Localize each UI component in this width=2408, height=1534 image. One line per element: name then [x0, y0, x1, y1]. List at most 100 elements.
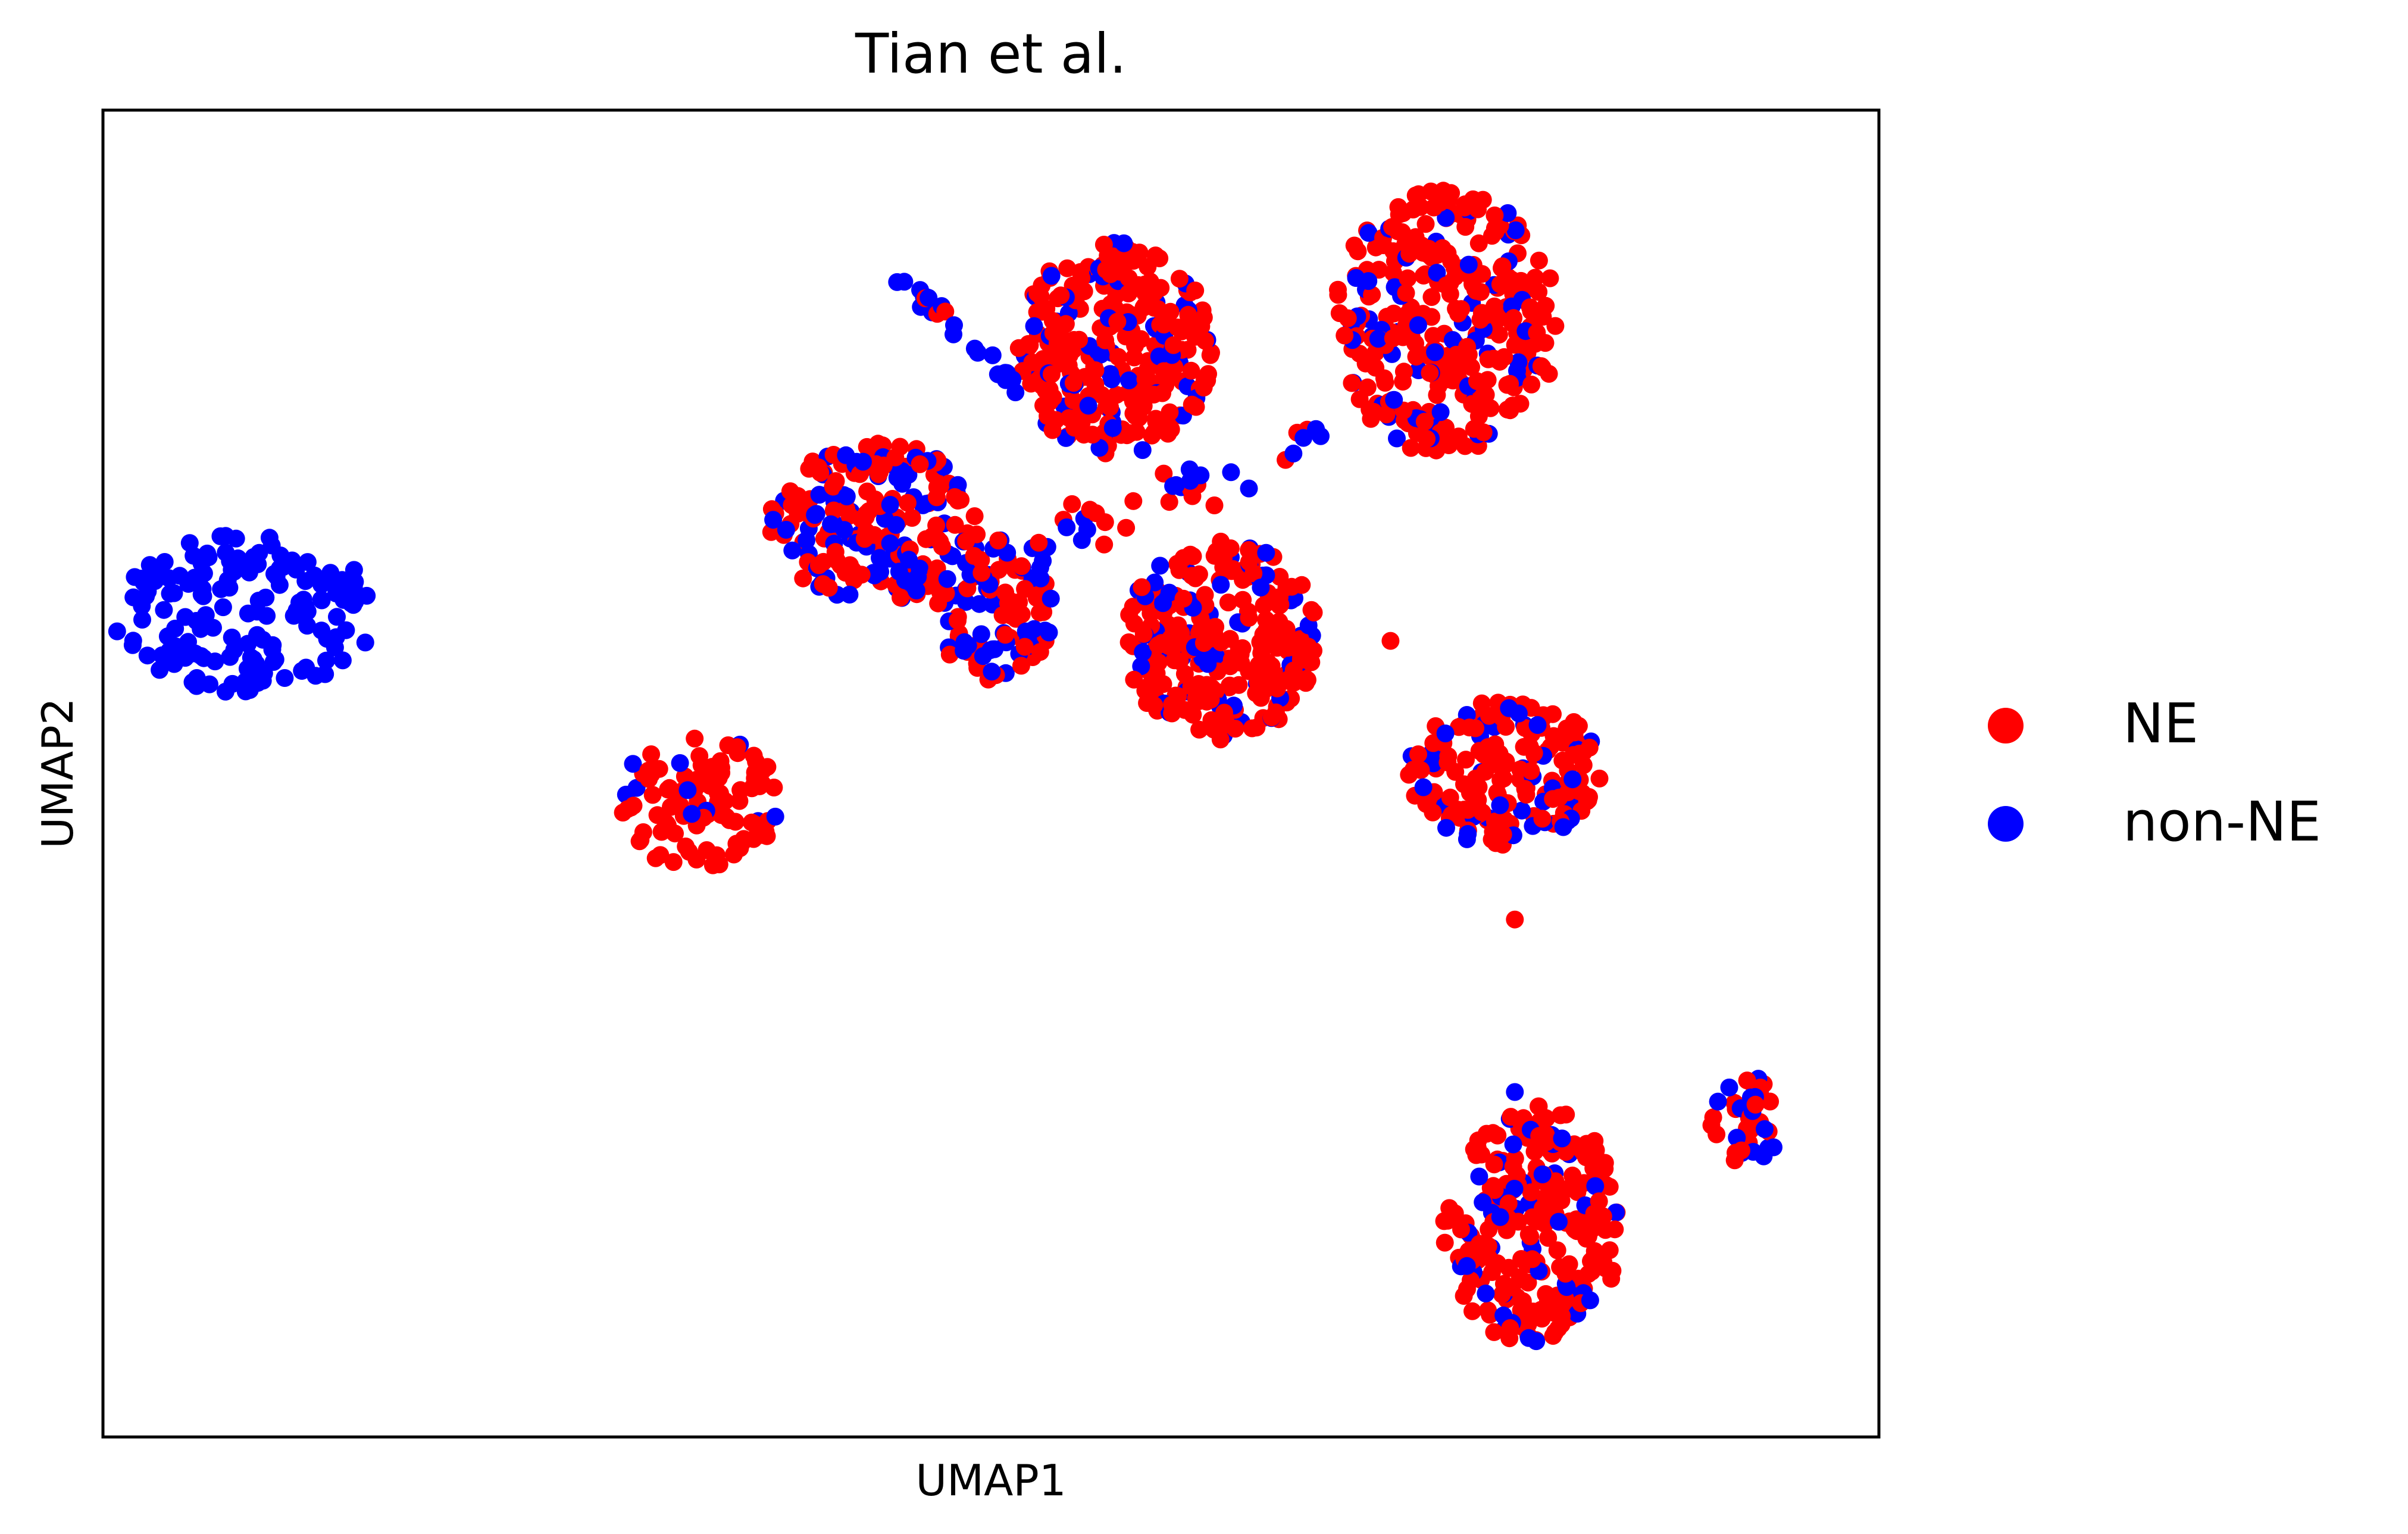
point-ne	[1528, 323, 1546, 342]
point-ne	[1047, 411, 1065, 429]
point-non-ne	[345, 561, 363, 579]
point-ne	[1165, 651, 1184, 670]
point-ne	[765, 779, 783, 796]
point-non-ne	[945, 316, 963, 335]
point-non-ne	[764, 511, 783, 529]
point-non-ne	[333, 651, 352, 670]
point-non-ne	[1504, 1135, 1522, 1154]
point-ne	[1466, 719, 1484, 738]
point-ne	[1521, 298, 1539, 317]
point-ne	[1099, 246, 1117, 265]
point-non-ne	[1528, 716, 1547, 734]
point-ne	[643, 786, 662, 804]
point-non-ne	[1369, 330, 1387, 348]
point-non-ne	[165, 584, 183, 602]
point-non-ne	[968, 343, 987, 362]
legend-label-non-ne: non-NE	[2123, 790, 2321, 854]
point-non-ne	[1533, 1165, 1552, 1183]
point-ne	[1590, 769, 1609, 788]
point-ne	[1049, 324, 1067, 343]
point-non-ne	[298, 553, 317, 571]
point-ne	[1240, 553, 1258, 571]
point-ne	[1190, 720, 1209, 739]
point-ne	[1411, 198, 1430, 216]
point-ne	[1205, 496, 1224, 514]
point-ne	[1064, 374, 1083, 392]
point-ne	[1070, 330, 1089, 349]
point-non-ne	[983, 663, 1001, 681]
point-non-ne	[293, 662, 311, 680]
point-non-ne	[1437, 208, 1455, 227]
point-ne	[1160, 493, 1178, 511]
point-non-ne	[777, 521, 795, 539]
point-ne	[1538, 1292, 1557, 1310]
point-non-ne	[1500, 699, 1518, 717]
point-ne	[1101, 398, 1119, 416]
point-ne	[1042, 365, 1061, 383]
point-ne	[1215, 704, 1233, 722]
x-axis-label: UMAP1	[915, 1455, 1066, 1505]
point-ne	[1366, 358, 1385, 377]
point-ne	[1558, 719, 1576, 738]
point-ne	[659, 780, 677, 799]
point-ne	[1485, 1155, 1503, 1174]
point-non-ne	[1553, 1129, 1571, 1148]
point-ne	[1440, 436, 1458, 454]
point-non-ne	[214, 598, 232, 617]
point-ne	[1516, 780, 1534, 798]
point-non-ne	[1359, 272, 1378, 290]
point-non-ne	[783, 541, 802, 560]
chart-title: Tian et al.	[855, 22, 1127, 86]
point-ne	[1086, 361, 1105, 379]
point-ne	[1060, 409, 1078, 427]
point-ne	[1175, 319, 1194, 338]
point-ne	[1277, 620, 1296, 638]
point-ne	[965, 546, 983, 565]
point-ne	[1266, 703, 1285, 721]
point-non-ne	[766, 807, 784, 826]
point-ne	[1568, 1183, 1587, 1201]
point-ne	[1590, 1248, 1608, 1266]
point-non-ne	[1506, 221, 1525, 239]
point-non-ne	[1160, 583, 1178, 602]
point-non-ne	[955, 633, 974, 651]
point-non-ne	[1284, 444, 1303, 463]
point-ne	[1219, 593, 1237, 612]
point-non-ne	[1090, 439, 1109, 457]
point-non-ne	[1042, 267, 1061, 285]
point-ne	[687, 851, 706, 868]
plot-area	[108, 182, 1782, 1351]
point-ne	[1374, 236, 1393, 254]
point-ne	[1184, 547, 1202, 566]
point-ne	[1083, 426, 1102, 444]
point-ne	[1418, 430, 1436, 448]
point-ne	[1495, 1274, 1513, 1293]
point-ne	[794, 569, 812, 588]
point-ne	[1155, 464, 1173, 483]
point-ne	[1530, 1127, 1549, 1145]
point-ne	[1215, 549, 1233, 567]
point-ne	[1434, 182, 1453, 200]
point-ne	[1212, 633, 1230, 652]
point-ne	[1117, 518, 1136, 537]
point-ne	[1409, 745, 1427, 764]
point-ne	[1096, 513, 1114, 532]
point-ne	[1243, 719, 1261, 738]
legend: NE non-NE	[1988, 692, 2321, 854]
point-ne	[1532, 357, 1550, 376]
point-ne	[1575, 1217, 1593, 1235]
point-ne	[731, 781, 750, 799]
point-ne	[1330, 304, 1349, 323]
point-ne	[1132, 330, 1150, 348]
point-non-ne	[296, 572, 315, 591]
point-ne	[1174, 589, 1193, 608]
point-ne	[703, 856, 722, 874]
point-non-ne	[678, 781, 697, 799]
point-ne	[936, 302, 955, 321]
point-non-ne	[151, 661, 169, 679]
point-non-ne	[1458, 1257, 1476, 1275]
point-non-ne	[1550, 1213, 1568, 1231]
point-ne	[1261, 592, 1280, 611]
point-ne	[917, 530, 935, 548]
point-non-ne	[989, 365, 1007, 383]
